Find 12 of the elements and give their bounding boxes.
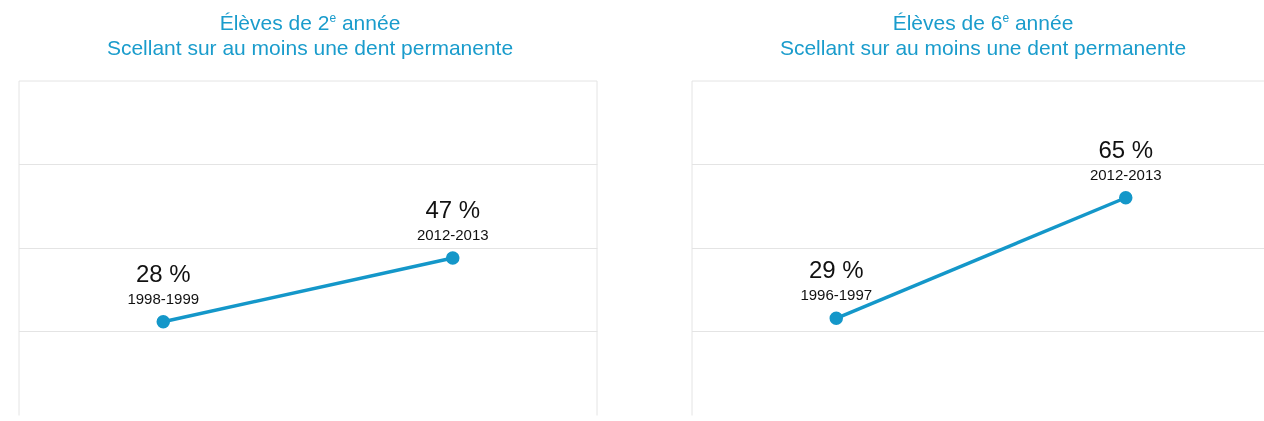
x-tick-label: 2012-2013 (1089, 165, 1162, 183)
chart-subtitle: Scellant sur au moins une dent permanente (105, 35, 515, 61)
x-tick-label: 1998-1999 (127, 289, 200, 307)
data-label: 65 % (1098, 135, 1154, 163)
chart-title: Élèves de 6$^{e}$ année (891, 10, 1075, 34)
chart-title: Élèves de 2$^{e}$ année (218, 10, 402, 34)
x-tick-label: 1996-1997 (800, 286, 873, 304)
data-label: 28 % (135, 259, 191, 287)
data-label: 29 % (808, 256, 864, 284)
data-label: 47 % (425, 196, 481, 224)
x-tick-label: 2012-2013 (416, 226, 489, 244)
chart-subtitle: Scellant sur au moins une dent permanente (778, 35, 1188, 61)
